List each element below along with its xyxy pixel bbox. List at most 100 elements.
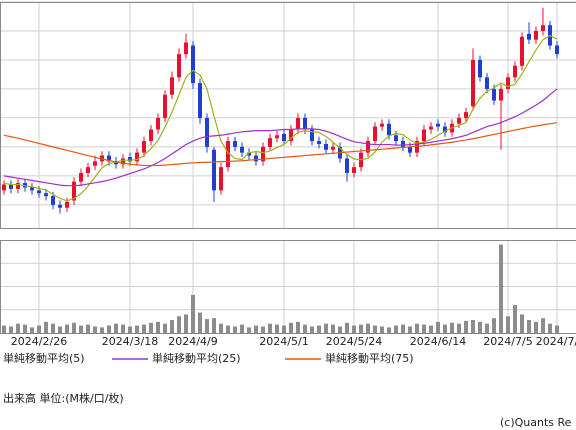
candle-body [317, 141, 321, 144]
candle-body [492, 88, 496, 101]
candle-body [282, 133, 286, 142]
volume-bar [352, 325, 356, 333]
panel-frame [0, 240, 576, 334]
ma-line [3, 122, 558, 167]
candle-body [177, 54, 181, 78]
candle-body [506, 77, 510, 89]
candle-body [408, 146, 412, 153]
candle-body [527, 33, 531, 40]
candle-body [345, 158, 349, 173]
volume-bar [37, 325, 41, 333]
volume-bar [345, 322, 349, 333]
candle-body [261, 146, 265, 162]
candle-body [464, 112, 468, 118]
legend-label: 単純移動平均(75) [325, 351, 414, 365]
volume-bar [485, 323, 489, 333]
volume-bar [457, 323, 461, 333]
volume-bar [534, 321, 538, 333]
volume-bar [520, 314, 524, 333]
x-tick-label: 2024/5/24 [326, 335, 382, 348]
ma-line [3, 34, 558, 202]
candle-body [121, 158, 125, 165]
volume-bar [429, 325, 433, 333]
panel-frame [0, 2, 576, 229]
candle-body [457, 117, 461, 124]
volume-bar [492, 318, 496, 333]
volume-bar [436, 321, 440, 333]
volume-bar [499, 244, 503, 333]
candle-body [93, 161, 97, 166]
volume-bar [233, 326, 237, 333]
candle-body [422, 129, 426, 142]
volume-bar [443, 324, 447, 333]
volume-bar [226, 325, 230, 333]
candle-body [541, 25, 545, 31]
candle-body [226, 141, 230, 168]
candle-body [443, 126, 447, 133]
volume-bar [275, 324, 279, 333]
volume-bar [366, 323, 370, 333]
candle-body [534, 30, 538, 40]
volume-bar [296, 321, 300, 333]
volume-bar [338, 326, 342, 333]
volume-bar [58, 326, 62, 333]
volume-bar [121, 324, 125, 333]
credit: (c)Quants Re [500, 416, 572, 429]
legend-label: 単純移動平均(25) [152, 351, 241, 365]
candle-body [401, 141, 405, 147]
volume-bar [170, 319, 174, 333]
candle-body [9, 184, 13, 189]
x-tick-label: 2024/6/14 [410, 335, 466, 348]
candle-body [296, 117, 300, 130]
candle-body [37, 190, 41, 194]
candle-body [128, 157, 132, 162]
candle-body [51, 196, 55, 205]
candle-body [30, 187, 34, 191]
candle-body [163, 94, 167, 118]
candle-body [198, 83, 202, 118]
candle-body [373, 126, 377, 142]
ma-line [3, 88, 558, 187]
volume-bar [506, 316, 510, 333]
candle-body [114, 161, 118, 165]
candle-body [275, 135, 279, 139]
x-tick-label: 2024/4/9 [168, 335, 217, 348]
candle-body [268, 138, 272, 147]
volume-bar [408, 326, 412, 333]
volume-bar [93, 326, 97, 333]
candle-body [471, 59, 475, 107]
candle-body [149, 129, 153, 142]
volume-bar [548, 323, 552, 333]
candle-body [324, 143, 328, 150]
volume-bar [44, 321, 48, 333]
candle-body [478, 59, 482, 78]
volume-bar [394, 325, 398, 333]
candle-body [331, 146, 335, 150]
x-tick-label: 2024/5/1 [259, 335, 308, 348]
candle-body [233, 141, 237, 147]
volume-bar [422, 324, 426, 333]
candle-body [79, 172, 83, 182]
volume-label: 出来高 単位:(M株/口/枚) [3, 391, 124, 405]
volume-bar [541, 318, 545, 333]
volume-bar [324, 323, 328, 333]
volume-bar [51, 323, 55, 333]
candle-body [44, 193, 48, 197]
candle-body [310, 129, 314, 142]
volume-bar [2, 325, 6, 333]
volume-bar [156, 321, 160, 333]
volume-bar [72, 322, 76, 333]
volume-bar [65, 324, 69, 333]
candle-body [247, 152, 251, 156]
volume-bar [114, 323, 118, 333]
legend-label: 単純移動平均(5) [3, 351, 85, 365]
volume-bar [135, 325, 139, 333]
volume-bar [401, 324, 405, 333]
volume-bar [23, 324, 27, 333]
candle-body [289, 129, 293, 142]
candle-body [86, 167, 90, 173]
candle-body [380, 123, 384, 127]
volume-bar [142, 324, 146, 333]
